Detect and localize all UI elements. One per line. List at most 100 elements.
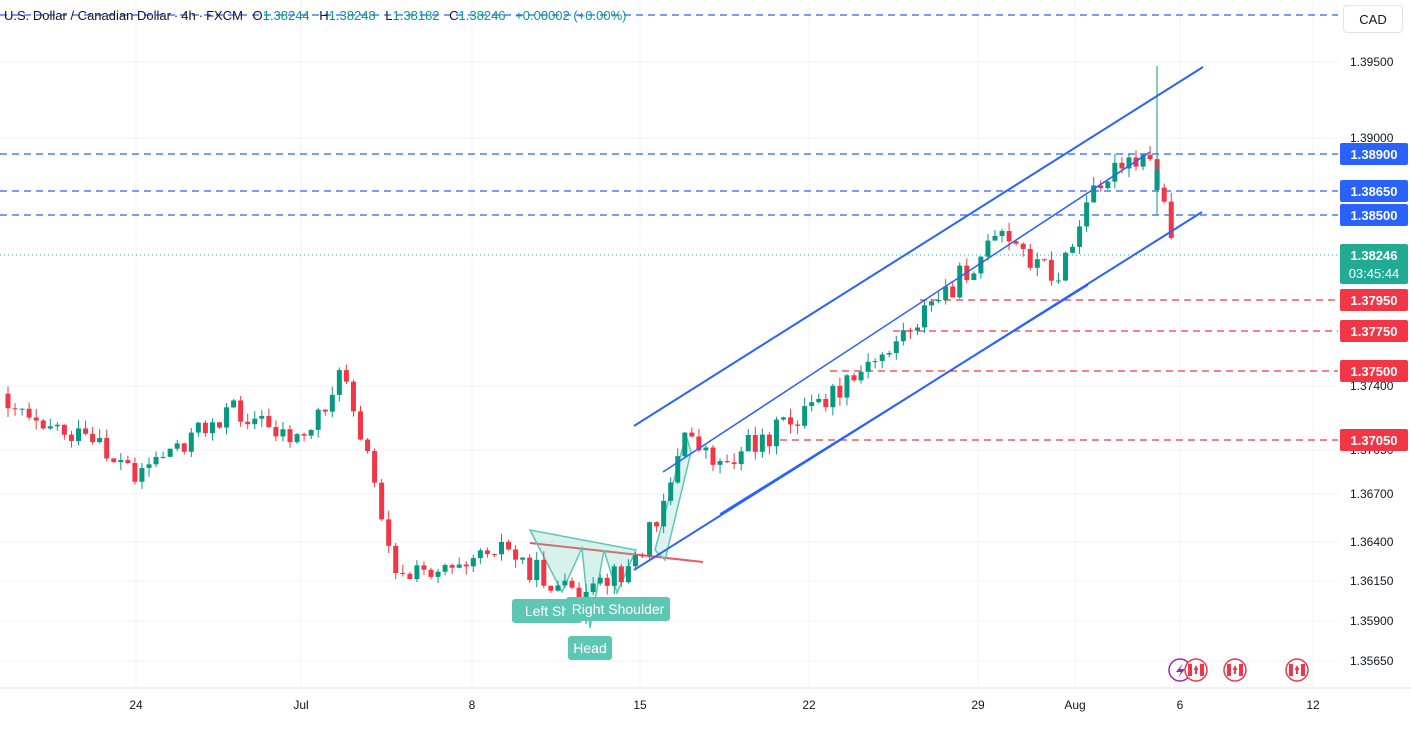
candle[interactable]: [555, 580, 561, 592]
candle[interactable]: [202, 420, 208, 437]
candle[interactable]: [336, 367, 342, 402]
candle[interactable]: [837, 377, 843, 406]
candle[interactable]: [188, 428, 194, 457]
candle[interactable]: [738, 446, 744, 471]
candle[interactable]: [1084, 195, 1090, 233]
candle[interactable]: [900, 322, 906, 346]
candle[interactable]: [1041, 258, 1047, 262]
candle[interactable]: [562, 573, 568, 588]
candle[interactable]: [146, 457, 152, 477]
candle[interactable]: [61, 424, 67, 440]
canada-flag-icon[interactable]: [1285, 658, 1309, 682]
candle[interactable]: [844, 374, 850, 406]
candle[interactable]: [90, 426, 96, 445]
candle[interactable]: [442, 563, 448, 576]
candle[interactable]: [914, 323, 920, 336]
candle[interactable]: [886, 350, 892, 358]
candle[interactable]: [1006, 222, 1012, 251]
candle[interactable]: [731, 453, 737, 469]
candle[interactable]: [647, 521, 653, 561]
candle[interactable]: [872, 358, 878, 369]
candle[interactable]: [139, 462, 145, 489]
left-shoulder-label[interactable]: Left Sh: [512, 599, 582, 623]
candle[interactable]: [929, 298, 935, 312]
candle[interactable]: [1105, 180, 1111, 190]
candle[interactable]: [907, 327, 913, 339]
candle[interactable]: [195, 421, 201, 437]
level-badge-1.38900[interactable]: [1340, 143, 1408, 165]
candle[interactable]: [428, 567, 434, 580]
candle[interactable]: [393, 542, 399, 580]
candle[interactable]: [379, 479, 385, 522]
candle[interactable]: [689, 427, 695, 438]
candle[interactable]: [802, 397, 808, 429]
right-shoulder-label[interactable]: Right Shoulder: [566, 597, 670, 621]
candle[interactable]: [703, 445, 709, 459]
candle[interactable]: [266, 408, 272, 428]
candle[interactable]: [752, 426, 758, 460]
candle[interactable]: [654, 521, 660, 532]
candle[interactable]: [125, 455, 131, 465]
candle[interactable]: [604, 573, 610, 595]
candle[interactable]: [40, 418, 46, 430]
candle[interactable]: [174, 440, 180, 452]
candle[interactable]: [252, 411, 258, 430]
candle[interactable]: [1048, 251, 1054, 286]
candle[interactable]: [1147, 146, 1153, 162]
candle[interactable]: [1098, 180, 1104, 192]
candle[interactable]: [759, 428, 765, 458]
candle[interactable]: [231, 399, 237, 409]
candle[interactable]: [992, 229, 998, 241]
candle[interactable]: [611, 563, 617, 595]
candle[interactable]: [936, 292, 942, 304]
candle[interactable]: [950, 281, 956, 298]
candle[interactable]: [1063, 251, 1068, 282]
candle[interactable]: [1034, 252, 1040, 277]
candle[interactable]: [238, 395, 244, 427]
candle[interactable]: [421, 561, 427, 576]
candle[interactable]: [167, 448, 173, 458]
symbol-name[interactable]: U.S. Dollar / Canadian Dollar: [4, 8, 171, 23]
candle[interactable]: [365, 438, 371, 454]
candle[interactable]: [668, 477, 674, 506]
candle[interactable]: [12, 403, 18, 416]
candle[interactable]: [957, 262, 963, 299]
current-price-badge[interactable]: [1340, 244, 1408, 284]
candle[interactable]: [118, 453, 124, 471]
candle[interactable]: [153, 451, 159, 468]
candle[interactable]: [795, 420, 801, 435]
canada-flag-icon[interactable]: [1184, 658, 1208, 682]
neckline[interactable]: [529, 542, 704, 563]
candle[interactable]: [513, 544, 519, 568]
candle[interactable]: [456, 557, 462, 569]
candle[interactable]: [661, 493, 667, 534]
level-badge-1.37050[interactable]: [1340, 429, 1408, 451]
candle[interactable]: [597, 573, 603, 586]
candle[interactable]: [294, 433, 300, 444]
candle[interactable]: [1112, 153, 1118, 189]
candle[interactable]: [287, 425, 293, 448]
candle[interactable]: [773, 416, 779, 455]
level-badge-1.38650[interactable]: [1340, 180, 1408, 202]
candle[interactable]: [971, 271, 977, 281]
candle[interactable]: [569, 577, 575, 590]
channel-upper-line[interactable]: [633, 66, 1204, 427]
candle[interactable]: [527, 554, 533, 583]
candle[interactable]: [618, 564, 624, 587]
channel-inner-line-bottom[interactable]: [719, 284, 1089, 515]
candle[interactable]: [809, 394, 815, 412]
candle[interactable]: [717, 458, 723, 474]
candle[interactable]: [463, 561, 469, 575]
candle[interactable]: [520, 557, 526, 565]
candle[interactable]: [978, 256, 984, 279]
candle[interactable]: [435, 568, 441, 584]
candle[interactable]: [632, 552, 638, 569]
candle[interactable]: [259, 410, 265, 428]
candle[interactable]: [224, 403, 230, 435]
candle[interactable]: [245, 413, 251, 430]
candle[interactable]: [19, 408, 25, 416]
candle[interactable]: [343, 364, 349, 385]
candle[interactable]: [308, 429, 314, 440]
candle[interactable]: [407, 571, 413, 580]
